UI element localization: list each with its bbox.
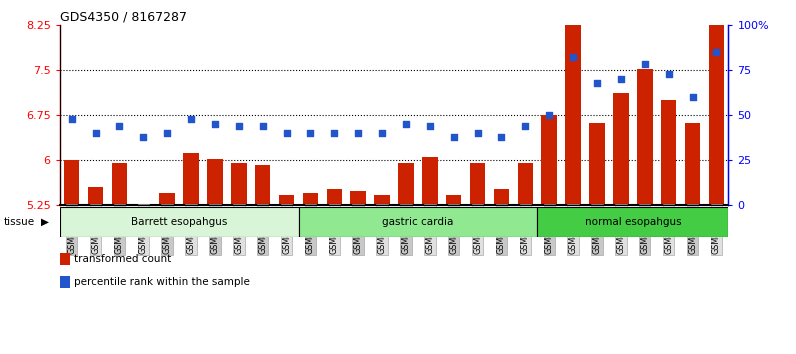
Point bbox=[256, 123, 269, 129]
Text: GSM852009: GSM852009 bbox=[497, 205, 506, 254]
Text: GSM852005: GSM852005 bbox=[401, 205, 411, 254]
Bar bbox=[470, 163, 486, 205]
Bar bbox=[207, 159, 223, 205]
Bar bbox=[302, 193, 318, 205]
Text: GSM851985: GSM851985 bbox=[115, 205, 124, 254]
Text: GSM851989: GSM851989 bbox=[210, 205, 220, 254]
Bar bbox=[398, 163, 414, 205]
Point bbox=[209, 121, 221, 127]
Point bbox=[615, 76, 627, 82]
Text: transformed count: transformed count bbox=[73, 254, 171, 264]
Text: Barrett esopahgus: Barrett esopahgus bbox=[131, 217, 228, 227]
Bar bbox=[446, 195, 462, 205]
Point bbox=[543, 112, 556, 118]
Bar bbox=[613, 93, 629, 205]
Point bbox=[400, 121, 412, 127]
Bar bbox=[298, 207, 537, 237]
Text: GSM851991: GSM851991 bbox=[258, 205, 267, 254]
Text: GDS4350 / 8167287: GDS4350 / 8167287 bbox=[60, 11, 187, 24]
Bar bbox=[60, 276, 70, 288]
Text: GSM852010: GSM852010 bbox=[521, 205, 530, 254]
Bar bbox=[350, 192, 366, 205]
Text: GSM852001: GSM852001 bbox=[306, 205, 315, 254]
Text: GSM851984: GSM851984 bbox=[91, 205, 100, 254]
Bar bbox=[494, 189, 509, 205]
Text: GSM851996: GSM851996 bbox=[616, 205, 626, 254]
Bar bbox=[231, 163, 247, 205]
Text: GSM852006: GSM852006 bbox=[425, 205, 435, 254]
Text: GSM851993: GSM851993 bbox=[544, 205, 554, 254]
Bar bbox=[708, 19, 724, 205]
Bar bbox=[537, 207, 728, 237]
Point bbox=[352, 130, 365, 136]
Bar bbox=[374, 195, 390, 205]
Point bbox=[519, 123, 532, 129]
Point bbox=[567, 55, 579, 60]
Text: GSM851990: GSM851990 bbox=[234, 205, 244, 254]
Text: GSM851998: GSM851998 bbox=[664, 205, 673, 254]
Point bbox=[137, 134, 150, 139]
Bar bbox=[589, 123, 605, 205]
Bar bbox=[637, 69, 653, 205]
Point bbox=[89, 130, 102, 136]
Point bbox=[710, 49, 723, 55]
Point bbox=[376, 130, 388, 136]
Text: GSM851999: GSM851999 bbox=[688, 205, 697, 254]
Point bbox=[232, 123, 245, 129]
Point bbox=[495, 134, 508, 139]
Point bbox=[638, 62, 651, 67]
Point bbox=[113, 123, 126, 129]
Text: GSM851997: GSM851997 bbox=[640, 205, 650, 254]
Text: tissue: tissue bbox=[4, 217, 35, 227]
Bar bbox=[60, 253, 70, 265]
Bar bbox=[183, 153, 199, 205]
Bar bbox=[661, 100, 677, 205]
Bar bbox=[422, 157, 438, 205]
Text: GSM851992: GSM851992 bbox=[282, 205, 291, 254]
Point bbox=[65, 116, 78, 121]
Point bbox=[591, 80, 603, 85]
Point bbox=[161, 130, 174, 136]
Text: GSM852003: GSM852003 bbox=[353, 205, 363, 254]
Point bbox=[280, 130, 293, 136]
Bar bbox=[565, 10, 581, 205]
Point bbox=[447, 134, 460, 139]
Bar bbox=[541, 115, 557, 205]
Point bbox=[185, 116, 197, 121]
Text: gastric cardia: gastric cardia bbox=[382, 217, 454, 227]
Point bbox=[304, 130, 317, 136]
Point bbox=[423, 123, 436, 129]
Bar bbox=[159, 193, 175, 205]
Text: GSM852002: GSM852002 bbox=[330, 205, 339, 254]
Text: GSM851994: GSM851994 bbox=[568, 205, 578, 254]
Point bbox=[686, 94, 699, 100]
Text: GSM851986: GSM851986 bbox=[139, 205, 148, 254]
Text: GSM852007: GSM852007 bbox=[449, 205, 458, 254]
Bar bbox=[685, 123, 700, 205]
Bar bbox=[326, 189, 342, 205]
Bar bbox=[279, 195, 295, 205]
Bar bbox=[88, 187, 103, 205]
Point bbox=[328, 130, 341, 136]
Bar bbox=[255, 165, 271, 205]
Bar bbox=[111, 163, 127, 205]
Bar bbox=[64, 160, 80, 205]
Text: GSM851983: GSM851983 bbox=[67, 205, 76, 254]
Bar bbox=[517, 163, 533, 205]
Text: GSM851987: GSM851987 bbox=[162, 205, 172, 254]
Text: GSM852008: GSM852008 bbox=[473, 205, 482, 254]
Text: GSM851988: GSM851988 bbox=[186, 205, 196, 254]
Point bbox=[471, 130, 484, 136]
Text: ▶: ▶ bbox=[41, 217, 49, 227]
Text: percentile rank within the sample: percentile rank within the sample bbox=[73, 277, 249, 287]
Text: GSM852000: GSM852000 bbox=[712, 205, 721, 254]
Text: GSM851995: GSM851995 bbox=[592, 205, 602, 254]
Bar bbox=[60, 207, 298, 237]
Text: GSM852004: GSM852004 bbox=[377, 205, 387, 254]
Bar bbox=[135, 205, 151, 207]
Text: normal esopahgus: normal esopahgus bbox=[584, 217, 681, 227]
Point bbox=[662, 71, 675, 76]
